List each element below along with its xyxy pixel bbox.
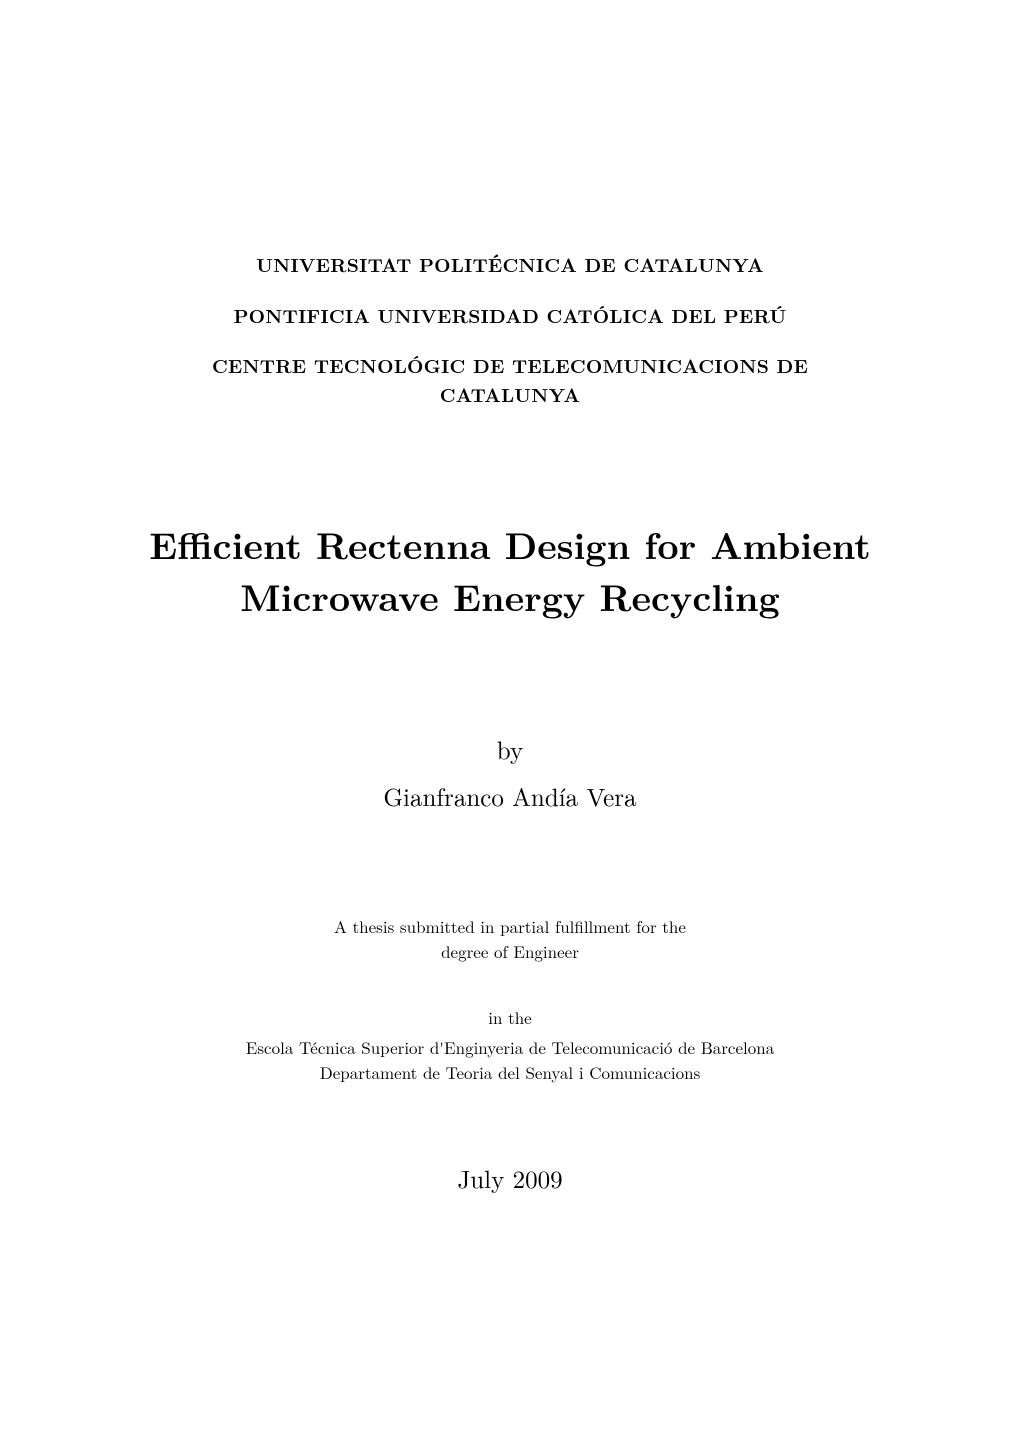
institution-line-1: UNIVERSITAT POLITÉCNICA DE CATALUNYA (130, 250, 890, 279)
institution-line-2: PONTIFICIA UNIVERSIDAD CATÓLICA DEL PERÚ (130, 301, 890, 330)
title-line-1: Efficient Rectenna Design for Ambient (149, 518, 870, 570)
school-line: Escola Técnica Superior d'Enginyeria de … (246, 1035, 774, 1061)
title-line-2: Microwave Energy Recycling (149, 570, 870, 622)
submission-line-1: A thesis submitted in partial fulfillmen… (334, 914, 686, 940)
title-page: UNIVERSITAT POLITÉCNICA DE CATALUNYA PON… (0, 0, 1020, 1442)
submission-block: A thesis submitted in partial fulfillmen… (334, 914, 686, 965)
department-block: in the Escola Técnica Superior d'Enginye… (246, 1005, 774, 1086)
institutions-block: UNIVERSITAT POLITÉCNICA DE CATALUNYA PON… (130, 250, 890, 408)
institution-line-3b: CATALUNYA (130, 380, 890, 409)
author-name: Gianfranco Andía Vera (383, 779, 636, 814)
thesis-title: Efficient Rectenna Design for Ambient Mi… (149, 518, 870, 622)
date: July 2009 (457, 1161, 562, 1196)
in-the-line: in the (246, 1005, 774, 1029)
byline: by (497, 732, 523, 767)
department-line: Departament de Teoria del Senyal i Comun… (246, 1060, 774, 1086)
institution-line-3a: CENTRE TECNOLÓGIC DE TELECOMUNICACIONS D… (130, 351, 890, 380)
submission-line-2: degree of Engineer (334, 939, 686, 965)
